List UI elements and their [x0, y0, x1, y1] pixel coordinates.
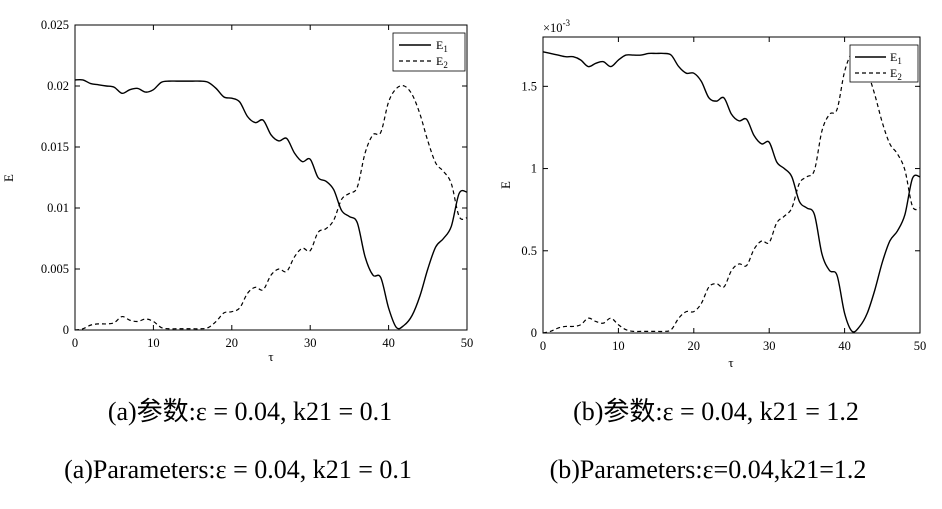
x-tick-label-b-1: 10	[612, 339, 625, 353]
x-tick-label-a-5: 50	[461, 336, 474, 350]
caption-b-en: (b)Parameters:ε=0.04,k21=1.2	[550, 455, 867, 484]
x-axis-a: 0 10 20 30 40 50	[72, 25, 473, 350]
legend-a: E1 E2	[392, 32, 466, 72]
legend-box-b	[849, 44, 919, 83]
legend-label-E1-b: E1	[890, 50, 902, 66]
y-tick-label-a-3: 0.015	[41, 140, 69, 154]
y-tick-label-a-4: 0.02	[47, 79, 69, 93]
panel-a: 0 0.005 0.01 0.015 0.02 0.025 0 10 20 30 40 50 τ E…	[1, 18, 473, 364]
y-axis-label-b: E	[498, 181, 513, 189]
series-E2-line-b	[542, 52, 921, 334]
x-tick-label-b-4: 40	[838, 339, 851, 353]
y-tick-label-a-0: 0	[63, 323, 69, 337]
x-tick-label-a-4: 40	[382, 336, 395, 350]
x-axis-label-a: τ	[268, 349, 273, 364]
y-axis-b: 0 0.5 1 1.5	[521, 79, 920, 340]
x-tick-label-b-3: 30	[763, 339, 776, 353]
x-axis-b: 0 10 20 30 40 50	[540, 37, 926, 353]
y-tick-label-b-0: 0	[531, 326, 537, 340]
y-tick-label-b-3: 1.5	[521, 79, 537, 93]
legend-label-E2-a: E2	[436, 54, 448, 70]
caption-b-cn: (b)参数:ε = 0.04, k21 = 1.2	[573, 397, 859, 426]
legend-label-E2-b: E2	[890, 66, 902, 82]
y-tick-label-a-1: 0.005	[41, 262, 69, 276]
exponent-label-b: ×10-3	[543, 18, 571, 35]
legend-b: E1 E2	[849, 44, 919, 83]
y-axis-a: 0 0.005 0.01 0.015 0.02 0.025	[41, 18, 467, 337]
legend-label-E1-a: E1	[436, 38, 448, 54]
plot-b-frame	[542, 36, 921, 334]
x-tick-label-a-3: 30	[304, 336, 317, 350]
legend-box-a	[392, 32, 466, 72]
y-tick-label-b-1: 0.5	[521, 244, 537, 258]
y-tick-label-a-5: 0.025	[41, 18, 69, 32]
y-tick-label-a-2: 0.01	[47, 201, 69, 215]
x-tick-label-b-2: 20	[688, 339, 701, 353]
x-tick-label-a-1: 10	[147, 336, 160, 350]
caption-a-cn: (a)参数:ε = 0.04, k21 = 0.1	[108, 397, 392, 426]
caption-a-en: (a)Parameters:ε = 0.04, k21 = 0.1	[64, 455, 412, 484]
x-tick-label-b-0: 0	[540, 339, 546, 353]
plot-a-frame	[74, 24, 468, 331]
y-tick-label-b-2: 1	[531, 162, 537, 176]
x-tick-label-a-0: 0	[72, 336, 78, 350]
x-axis-label-b: τ	[728, 355, 733, 370]
panel-b: ×10-3 0 0.5 1 1.5 0 10 20 30 40 50 τ E E1 E2	[498, 18, 926, 370]
y-axis-label-a: E	[1, 174, 16, 182]
x-tick-label-a-2: 20	[226, 336, 239, 350]
series-E1-line-a	[74, 78, 468, 330]
x-tick-label-b-5: 50	[914, 339, 927, 353]
series-E1-line-b	[542, 51, 921, 333]
series-E2-line-a	[74, 84, 468, 331]
